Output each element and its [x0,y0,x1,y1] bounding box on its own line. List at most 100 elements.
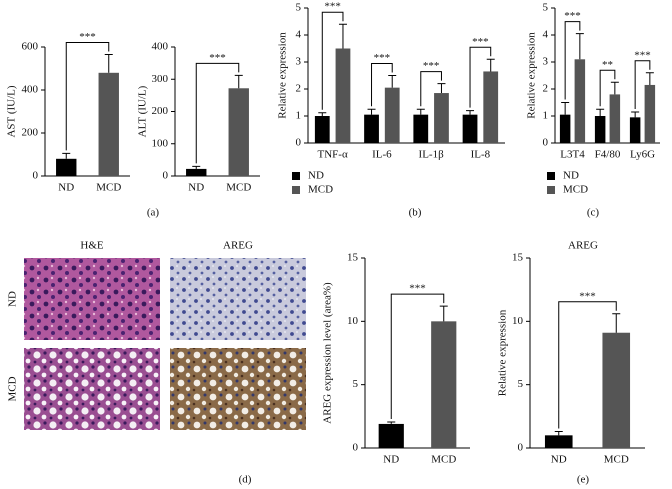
significance-bracket [634,60,651,109]
x-tick-label: IL-8 [471,149,491,161]
y-tick-label: 5 [543,2,549,14]
panel-label: (e) [577,474,590,486]
significance-bracket [599,69,616,107]
error-bar [596,108,605,116]
bar [413,114,429,143]
bar [434,93,449,143]
y-tick-label: 0 [518,442,524,454]
significance-label: *** [409,283,426,295]
bar [462,114,478,143]
error-bar [439,305,448,322]
error-bar [561,102,570,115]
panel-label: (a) [147,207,160,219]
y-tick-label: 0 [543,137,549,149]
error-bar [575,33,584,60]
bar [186,168,207,176]
y-tick-label: 0 [163,170,169,182]
x-tick-label: F4/80 [595,149,621,161]
significance-label: *** [579,290,596,302]
bar [378,423,404,448]
x-tick-label: Ly6G [630,149,655,161]
micrograph [24,348,160,430]
x-tick-label: MCD [226,182,251,194]
bar [314,116,330,143]
y-tick-label: 400 [22,84,39,96]
x-tick-label: MCD [96,182,121,194]
bar [228,88,249,176]
significance-bracket [321,11,344,110]
bar [609,94,621,143]
micrograph [170,258,306,340]
y-tick-label: 2 [543,83,549,95]
error-bar [554,431,563,436]
bar [335,48,351,143]
legend-swatch [547,172,555,180]
error-bar [367,108,376,115]
significance-label: *** [423,60,440,72]
y-tick-label: 0 [33,170,39,182]
error-bar [338,23,347,49]
column-label: AREG [223,240,253,252]
axis [554,8,660,144]
y-tick-label: 15 [347,252,359,264]
y-tick-label: 2 [296,83,302,95]
significance-bracket [371,63,393,107]
significance-bracket [420,71,442,107]
bar [602,332,631,448]
error-bar [416,108,425,115]
error-bar [62,152,71,159]
panel-label: (c) [587,207,600,219]
error-bar [437,83,446,94]
significance-bracket [564,21,581,100]
bar [544,435,573,448]
bar [483,71,499,143]
panel-label: (d) [239,474,252,486]
x-tick-label: IL-1β [419,149,445,161]
significance-bracket [195,62,240,164]
significance-bracket [65,42,110,151]
x-tick-label: ND [383,454,399,466]
error-bar [234,74,243,89]
y-axis-label: ALT (IU/L) [137,85,149,137]
y-tick-label: 3 [296,56,302,68]
y-axis-label: AST (IU/L) [6,85,18,137]
bar [559,114,571,143]
bar [98,72,119,176]
significance-bracket [558,301,617,429]
x-tick-label: TNF-α [318,149,348,161]
panel-label: (b) [409,207,422,219]
bar [384,87,400,143]
significance-bracket [469,46,492,108]
bar [594,116,606,143]
y-tick-label: 10 [512,315,524,327]
bar [56,158,77,176]
y-tick-label: 0 [353,442,359,454]
significance-label: *** [209,52,226,64]
y-tick-label: 1 [296,110,302,122]
y-tick-label: 5 [518,378,524,390]
row-label: ND [7,291,19,307]
error-bar [388,75,397,88]
y-axis-label: Relative expression [497,309,509,396]
y-tick-label: 0 [296,137,302,149]
y-tick-label: 5 [296,2,302,14]
error-bar [192,165,201,169]
significance-label: *** [324,1,341,13]
y-tick-label: 5 [353,378,359,390]
x-tick-label: MCD [431,454,456,466]
significance-label: *** [79,31,96,43]
x-tick-label: ND [551,454,567,466]
y-tick-label: 4 [296,29,302,41]
x-tick-label: IL-6 [372,149,392,161]
significance-label: *** [564,10,581,22]
y-tick-label: 400 [152,41,169,53]
bar [364,114,379,143]
significance-label: ** [602,59,613,71]
bar [431,321,457,448]
error-bar [387,421,396,424]
bar [629,117,641,143]
significance-label: *** [374,52,391,64]
error-bar [610,81,619,95]
y-axis-label: Relative expression [526,32,538,119]
y-axis-label: Relative expression [277,32,289,119]
